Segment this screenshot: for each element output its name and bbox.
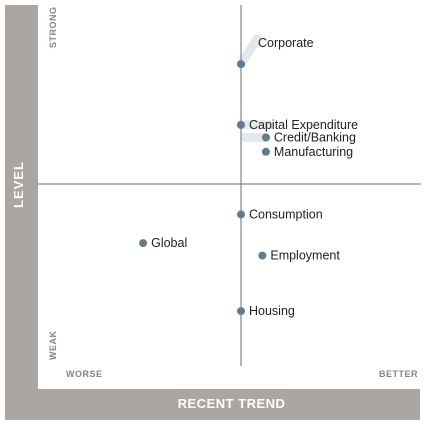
x-tick-label-worse: WORSE [66,369,103,379]
data-point-label: Manufacturing [274,145,353,159]
x-axis-title: RECENT TREND [177,396,286,411]
data-point-label: Credit/Banking [274,130,356,144]
x-tick-label-better: BETTER [379,369,418,379]
data-point-label: Corporate [258,36,314,50]
data-point-label: Housing [249,304,295,318]
y-tick-label-weak: WEAK [48,331,58,361]
data-point-label: Global [151,236,187,250]
data-point [237,120,245,129]
data-point-label: Consumption [249,207,323,221]
data-point [237,60,245,69]
y-tick-label-strong: STRONG [48,6,58,48]
trend-trail [236,34,262,69]
data-point [237,307,245,316]
plot-area [38,5,421,389]
data-point [261,147,270,156]
data-point [261,133,270,142]
data-point-label: Capital Expenditure [249,118,358,132]
data-point [258,251,267,260]
data-point [237,210,245,219]
data-point-label: Employment [270,249,340,263]
data-point [139,239,148,248]
